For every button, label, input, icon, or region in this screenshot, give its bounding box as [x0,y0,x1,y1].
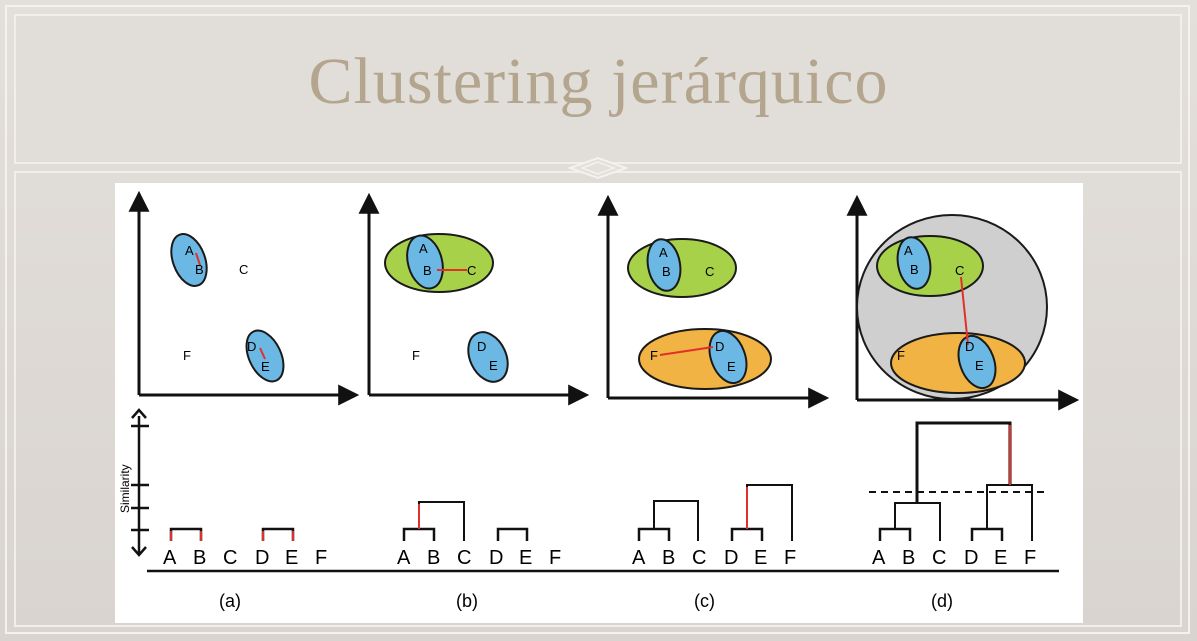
point-label: D [715,339,724,354]
leaf-label: F [315,547,327,569]
point-label: E [727,359,736,374]
leaf-label: A [163,547,177,569]
leaf-label: D [255,547,269,569]
leaf-label: E [754,547,767,569]
leaf-label: F [1024,547,1036,569]
point-label: E [975,358,984,373]
scatter-panel-a: A B C D E F [128,190,360,406]
leaf-label: D [489,547,503,569]
leaf-label: B [427,547,440,569]
point-label: B [195,262,204,277]
dendrogram-a: A B C D E F [163,527,327,569]
title-panel [14,14,1182,164]
similarity-axis-label: Similarity [118,464,132,513]
dendrogram-c: A B C D E F [632,484,796,569]
leaf-label: F [784,547,796,569]
point-label: A [659,245,668,260]
point-label: D [965,339,974,354]
scatter-panel-d: A B C D E F [846,194,1080,411]
leaf-label: E [994,547,1007,569]
point-label: A [904,243,913,258]
point-label: E [489,358,498,373]
page-title: Clustering jerárquico [308,45,889,118]
clustering-diagram: A B C D E F A B C D E F A B C D E F [118,190,1080,611]
point-label: F [650,348,658,363]
leaf-label: E [285,547,298,569]
leaf-label: F [549,547,561,569]
leaf-label: D [964,547,978,569]
leaf-label: E [519,547,532,569]
leaf-label: C [457,547,471,569]
slide-frame [5,5,1190,634]
leaf-label: B [193,547,206,569]
point-label: F [897,348,905,363]
scatter-panel-c: A B C D E F [597,194,830,409]
leaf-label: A [872,547,886,569]
point-label: D [477,339,486,354]
leaf-label: C [223,547,237,569]
point-label: B [662,264,671,279]
panel-label-d: (d) [931,591,953,611]
dendrogram-d: A B C D E F [869,421,1049,569]
point-label: E [261,359,270,374]
point-label: C [239,262,248,277]
panel-label-c: (c) [694,591,715,611]
panel-label-b: (b) [456,591,478,611]
leaf-label: D [724,547,738,569]
leaf-label: C [692,547,706,569]
panel-label-a: (a) [219,591,241,611]
point-label: D [247,339,256,354]
dendrogram-b: A B C D E F [397,501,561,569]
similarity-axis: Similarity [118,408,149,557]
point-label: F [183,348,191,363]
point-label: C [467,263,476,278]
leaf-label: B [662,547,675,569]
leaf-label: B [902,547,915,569]
clustering-figure: A B C D E F A B C D E F A B C D E F [115,183,1083,623]
leaf-label: A [632,547,646,569]
point-label: B [423,263,432,278]
point-label: C [955,263,964,278]
point-label: F [412,348,420,363]
leaf-label: C [932,547,946,569]
point-label: B [910,262,919,277]
point-label: A [185,243,194,258]
scatter-panel-b: A B C D E F [358,192,590,406]
point-label: A [419,241,428,256]
leaf-label: A [397,547,411,569]
point-label: C [705,264,714,279]
divider-ornament [568,156,628,180]
